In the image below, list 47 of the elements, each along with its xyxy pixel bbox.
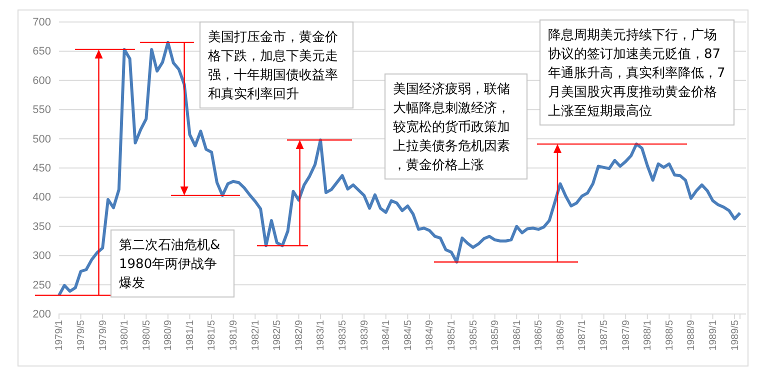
x-tick-label: 1988/9 bbox=[686, 320, 698, 351]
y-tick-label: 650 bbox=[32, 46, 51, 58]
y-tick-label: 700 bbox=[32, 16, 51, 29]
annotation: 美国打压金市，黄金价格下跌，加息下美元走强，十年期国债收益率和真实利率回升 bbox=[207, 29, 338, 102]
x-tick-label: 1982/1 bbox=[250, 320, 262, 351]
annotation: 美国经济疲弱，联储大幅降息刺激经济，较宽松的货币政策加上拉美债务危机因素，黄金价格上涨 bbox=[393, 81, 510, 173]
x-tick-label: 1988/1 bbox=[642, 320, 654, 351]
x-tick-label: 1984/5 bbox=[402, 320, 414, 351]
annotation: 第二次石油危机& 1980年两伊战争爆发 bbox=[119, 238, 224, 291]
x-tick-label: 1985/9 bbox=[490, 320, 502, 351]
x-tick-label: 1982/5 bbox=[272, 320, 284, 351]
y-tick-label: 600 bbox=[32, 74, 51, 87]
x-tick-label: 1983/5 bbox=[337, 320, 348, 351]
x-tick-label: 1986/5 bbox=[534, 320, 545, 351]
x-tick-label: 1980/5 bbox=[141, 320, 152, 351]
y-tick-label: 300 bbox=[32, 250, 51, 262]
x-tick-label: 1979/9 bbox=[98, 320, 109, 351]
x-tick-label: 1979/1 bbox=[54, 320, 66, 351]
x-tick-label: 1986/1 bbox=[512, 320, 523, 351]
y-tick-label: 350 bbox=[32, 220, 51, 233]
x-tick-label: 1985/5 bbox=[468, 320, 480, 351]
x-tick-label: 1989/1 bbox=[708, 320, 719, 351]
x-tick-label: 1980/9 bbox=[163, 320, 174, 351]
x-tick-label: 1981/9 bbox=[228, 320, 240, 351]
x-tick-label: 1979/5 bbox=[76, 320, 87, 351]
x-tick-label: 1986/9 bbox=[555, 320, 566, 351]
x-tick-label: 1981/5 bbox=[206, 320, 218, 351]
y-tick-label: 400 bbox=[32, 192, 51, 204]
x-tick-label: 1982/9 bbox=[294, 320, 305, 351]
y-tick-label: 550 bbox=[32, 104, 51, 116]
x-tick-label: 1987/1 bbox=[577, 320, 588, 351]
x-tick-label: 1988/5 bbox=[664, 320, 676, 351]
y-tick-label: 200 bbox=[32, 308, 51, 321]
x-tick-label: 1983/1 bbox=[316, 320, 327, 351]
x-tick-label: 1989/5 bbox=[730, 320, 741, 351]
annotation: 降息周期美元持续下行，广场协议的签订加速美元贬值，87年通胀升高，真实利率降低，7月美国股灾再度推动黄金价格上涨至短期最高位 bbox=[548, 27, 726, 119]
x-tick-label: 1987/9 bbox=[620, 320, 632, 351]
y-tick-label: 500 bbox=[32, 133, 51, 146]
y-tick-label: 250 bbox=[32, 279, 51, 292]
x-tick-label: 1983/9 bbox=[359, 320, 370, 351]
x-tick-label: 1984/9 bbox=[424, 320, 436, 351]
x-tick-label: 1981/1 bbox=[184, 320, 196, 351]
x-tick-label: 1980/1 bbox=[120, 320, 131, 351]
x-tick-label: 1984/1 bbox=[381, 320, 392, 351]
y-tick-label: 450 bbox=[32, 162, 51, 175]
x-tick-label: 1987/5 bbox=[599, 320, 610, 351]
x-tick-label: 1985/1 bbox=[446, 320, 458, 351]
